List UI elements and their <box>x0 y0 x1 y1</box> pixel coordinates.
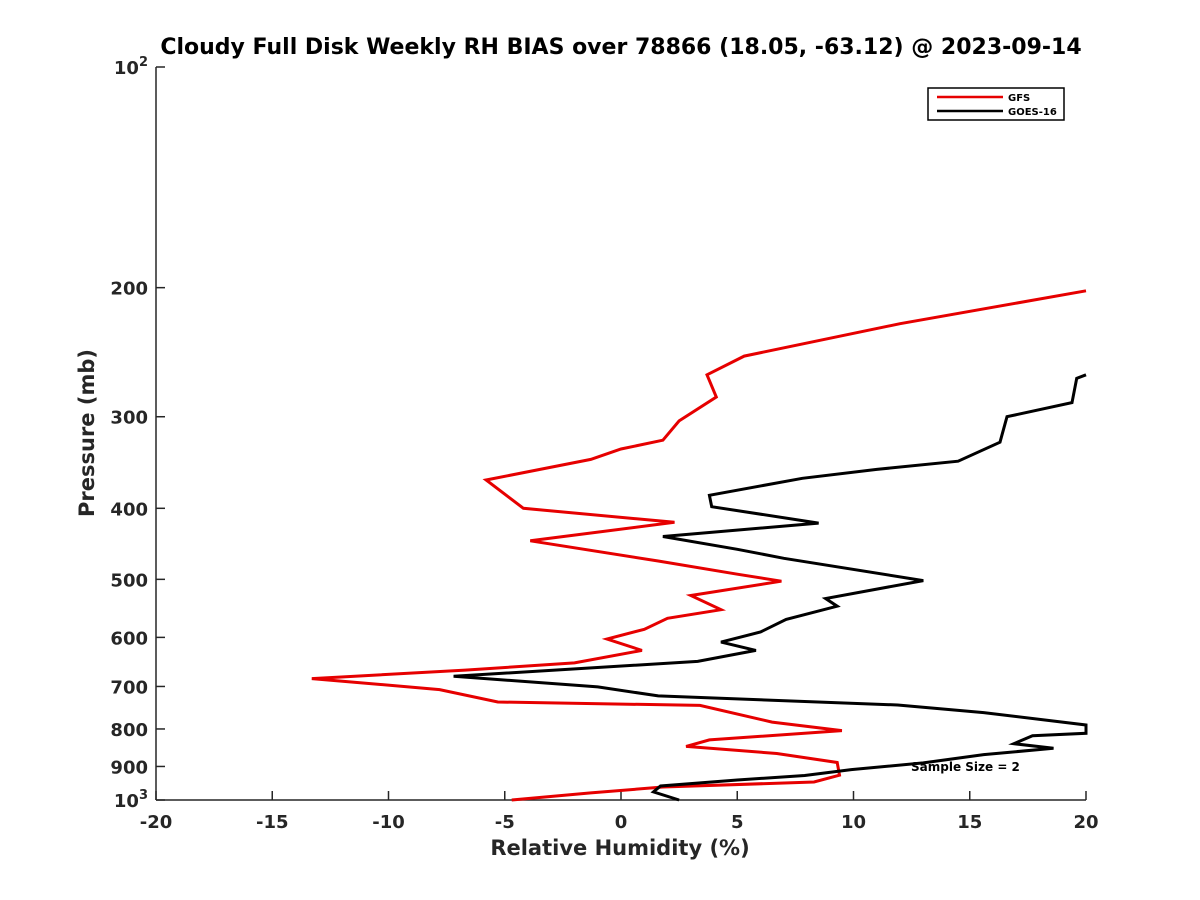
chart-title: Cloudy Full Disk Weekly RH BIAS over 788… <box>160 35 1081 60</box>
y-tick-label: 700 <box>110 677 148 698</box>
x-tick-label: -15 <box>256 812 289 833</box>
y-tick-label: 300 <box>110 408 148 429</box>
x-tick-label: 5 <box>731 812 744 833</box>
y-tick-label: 900 <box>110 757 148 778</box>
series-line-goes-16 <box>453 373 1088 802</box>
x-tick-label: 0 <box>615 812 628 833</box>
x-axis-label: Relative Humidity (%) <box>490 836 749 860</box>
legend-label-goes16: GOES-16 <box>1008 107 1057 118</box>
y-tick-label: 103 <box>114 788 148 812</box>
series-lines <box>311 289 1088 802</box>
y-tick-label: 500 <box>110 570 148 591</box>
x-tick-label: 20 <box>1073 812 1098 833</box>
y-axis-label: Pressure (mb) <box>75 349 99 517</box>
y-axis-ticks: 102 200 300 400 500 600 700 800 900 103 <box>110 55 165 812</box>
x-tick-label: -10 <box>372 812 405 833</box>
sample-size-annotation: Sample Size = 2 <box>911 760 1020 774</box>
x-tick-label: -20 <box>140 812 173 833</box>
legend-box <box>927 87 1065 121</box>
x-tick-label: 10 <box>841 812 866 833</box>
x-axis-ticks: -20 -15 -10 -5 0 5 10 15 20 <box>140 791 1099 833</box>
y-tick-label: 102 <box>114 55 148 79</box>
legend-label-gfs: GFS <box>1008 93 1030 104</box>
x-tick-label: -5 <box>495 812 515 833</box>
y-tick-label: 200 <box>110 279 148 300</box>
y-tick-label: 600 <box>110 628 148 649</box>
y-tick-label: 400 <box>110 499 148 520</box>
legend: GFS GOES-16 <box>927 87 1065 121</box>
y-tick-label: 800 <box>110 720 148 741</box>
x-tick-label: 15 <box>957 812 982 833</box>
series-line-gfs <box>311 289 1087 802</box>
